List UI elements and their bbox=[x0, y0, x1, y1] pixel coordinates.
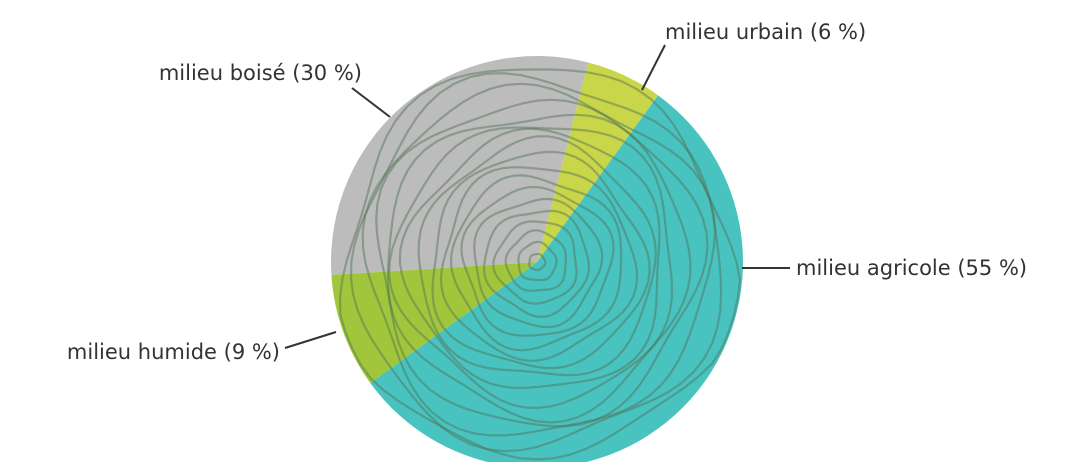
leader-line bbox=[642, 45, 665, 90]
slice-label: milieu humide (9 %) bbox=[67, 340, 280, 364]
leader-line bbox=[285, 332, 336, 348]
slice-label: milieu urbain (6 %) bbox=[665, 20, 866, 44]
chart: milieu urbain (6 %) milieu agricole (55 %… bbox=[0, 0, 1078, 462]
leader-line bbox=[352, 88, 390, 117]
pie bbox=[331, 56, 743, 462]
slice-label: milieu boisé (30 %) bbox=[159, 61, 362, 85]
slice-label: milieu agricole (55 %) bbox=[796, 256, 1027, 280]
